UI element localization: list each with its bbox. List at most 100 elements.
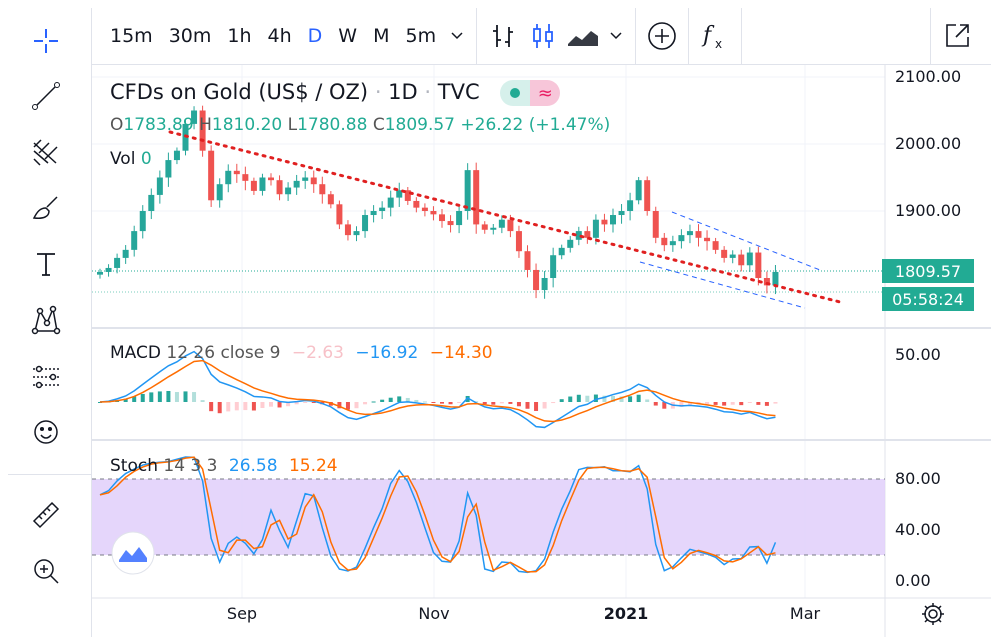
trend-line-icon[interactable] <box>26 76 66 116</box>
macd-histogram-bar <box>653 402 658 406</box>
candle-body <box>379 207 386 211</box>
emoji-icon[interactable] <box>26 412 66 452</box>
macd-histogram-bar <box>482 402 487 405</box>
stoch-axis-label: 40.00 <box>895 520 941 539</box>
macd-histogram-bar <box>200 400 205 402</box>
macd-histogram-bar <box>636 394 641 402</box>
candle-body <box>490 227 497 230</box>
crosshair-icon[interactable] <box>26 21 66 61</box>
zoom-in-icon[interactable] <box>26 551 66 591</box>
symbol-exchange: TVC <box>437 80 480 104</box>
macd-histogram-bar <box>388 397 393 402</box>
macd-histogram-bar <box>534 402 539 411</box>
candle-body <box>584 231 591 238</box>
macd-histogram-bar <box>166 390 171 402</box>
stoch-band <box>92 479 885 555</box>
macd-histogram-bar <box>132 396 137 402</box>
macd-pane <box>98 350 778 429</box>
close-label: C <box>372 115 385 135</box>
text-icon[interactable] <box>26 244 66 284</box>
bars-chart-icon[interactable] <box>483 16 523 56</box>
macd-histogram-bar <box>303 402 308 403</box>
macd-histogram-bar <box>602 395 607 402</box>
vol-label[interactable]: Vol <box>110 149 136 169</box>
macd-histogram-bar <box>363 402 368 405</box>
stoch-label[interactable]: Stoch <box>110 456 158 476</box>
macd-histogram-bar <box>123 398 128 402</box>
candle-body <box>567 239 574 248</box>
popout-icon[interactable] <box>937 16 977 56</box>
macd-histogram-bar <box>491 402 496 405</box>
candle-body <box>191 110 198 124</box>
macd-histogram-bar <box>174 392 179 402</box>
timeframe-5m[interactable]: 5m <box>405 25 437 47</box>
volume-legend: Vol 0 <box>110 149 152 169</box>
timeframe-1h[interactable]: 1h <box>227 25 252 47</box>
macd-histogram-bar <box>286 402 291 407</box>
candle-body <box>439 214 445 222</box>
macd-label[interactable]: MACD <box>110 343 161 363</box>
candle-body <box>344 224 351 236</box>
macd-histogram-bar <box>508 402 513 404</box>
trend-line-drawing[interactable] <box>168 130 842 304</box>
candle-body <box>319 184 326 195</box>
market-status[interactable]: ≈ <box>500 80 561 106</box>
timeframe-m[interactable]: M <box>373 25 390 47</box>
candle-body <box>105 267 112 272</box>
candle-body <box>755 252 762 278</box>
pattern-icon[interactable] <box>26 300 66 340</box>
timeframe-30m[interactable]: 30m <box>168 25 212 47</box>
channel-upper-drawing[interactable] <box>671 211 821 271</box>
timeframe-15m[interactable]: 15m <box>110 25 153 47</box>
settings-gear-icon[interactable] <box>920 601 946 631</box>
candle-body <box>575 231 582 240</box>
candle-body <box>746 252 753 266</box>
candle-body <box>156 177 163 195</box>
candle-body <box>413 200 420 208</box>
area-chart-icon[interactable] <box>563 16 603 56</box>
macd-histogram-bar <box>679 402 684 407</box>
candle-body <box>473 170 480 225</box>
stoch-d-line <box>99 456 776 573</box>
macd-histogram-bar <box>611 395 615 402</box>
brush-icon[interactable] <box>26 188 66 228</box>
macd-histogram-bar <box>371 401 376 403</box>
candle-body <box>199 110 206 151</box>
macd-histogram-bar <box>260 402 265 408</box>
fib-pitchfork-icon[interactable] <box>26 132 66 172</box>
stoch-k-value: 26.58 <box>228 456 278 476</box>
add-indicator-icon[interactable] <box>642 16 682 56</box>
chevron-down-icon[interactable] <box>603 16 629 56</box>
delayed-data-icon: ≈ <box>530 80 561 106</box>
candle-body <box>285 187 292 195</box>
candle-body <box>165 160 172 178</box>
channel-lower-drawing[interactable] <box>639 261 806 309</box>
price-axis-label: 1900.00 <box>895 201 962 220</box>
candle-body <box>362 215 369 232</box>
prediction-icon[interactable] <box>26 356 66 396</box>
timeframe-4h[interactable]: 4h <box>267 25 292 47</box>
chevron-down-icon[interactable] <box>444 16 470 56</box>
candles-chart-icon[interactable] <box>523 16 563 56</box>
ruler-icon[interactable] <box>26 495 66 535</box>
stoch-d-value: 15.24 <box>288 456 338 476</box>
candle-body <box>498 219 505 228</box>
timeframe-w[interactable]: W <box>338 25 358 47</box>
macd-histogram-bar <box>457 402 462 403</box>
stoch-axis-label: 0.00 <box>895 571 931 590</box>
candle-body <box>131 231 138 250</box>
divider <box>741 7 743 65</box>
candle-body <box>353 231 360 236</box>
timeframe-d[interactable]: D <box>307 25 323 47</box>
drawing-toolbar <box>8 8 92 637</box>
macd-histogram-bar <box>234 402 239 411</box>
macd-histogram-bar <box>157 391 162 402</box>
candle-body <box>610 215 616 225</box>
candle-body <box>310 177 317 185</box>
symbol-interval: 1D <box>388 80 418 104</box>
divider <box>635 7 637 65</box>
symbol-title[interactable]: CFDs on Gold (US$ / OZ) <box>110 80 369 104</box>
macd-histogram-bar <box>422 401 427 403</box>
